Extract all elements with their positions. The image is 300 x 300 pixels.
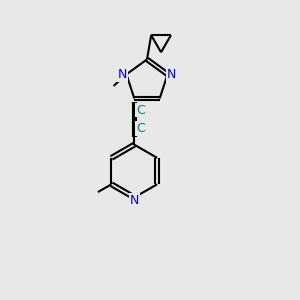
Text: N: N: [130, 194, 139, 207]
Text: C: C: [136, 104, 145, 117]
Text: N: N: [167, 68, 176, 81]
Text: C: C: [136, 122, 145, 135]
Text: N: N: [118, 68, 127, 81]
